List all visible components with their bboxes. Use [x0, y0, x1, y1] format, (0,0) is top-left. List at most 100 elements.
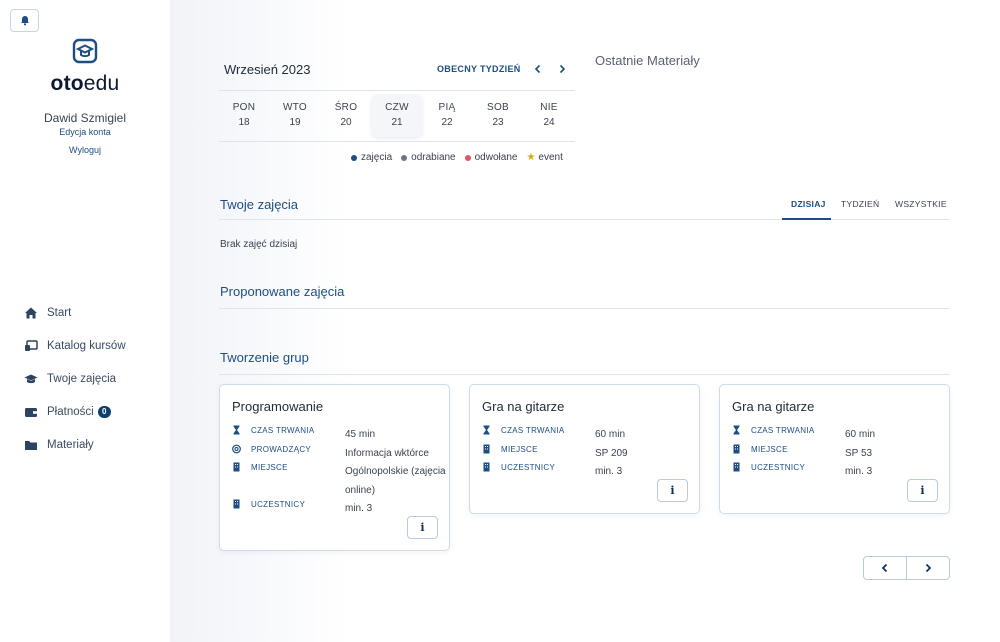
sidebar-nav: Start Katalog kursów Twoje zajęcia Płatn…	[24, 296, 126, 461]
next-week-button[interactable]	[555, 61, 569, 77]
sidebar-item-label: Katalog kursów	[47, 339, 126, 352]
day-date: 22	[441, 117, 453, 128]
legend-item: ★ event	[526, 152, 563, 163]
user-name: Dawid Szmigiel	[43, 111, 127, 125]
active-tab-indicator	[782, 218, 831, 220]
sidebar-item-label: Twoje zajęcia	[47, 372, 117, 385]
dot-icon	[401, 154, 408, 161]
sidebar-item-label: Materiały	[47, 438, 94, 451]
calendar-month-title: Wrzesień 2023	[224, 62, 311, 77]
info-button[interactable]: i	[657, 479, 688, 502]
building-icon	[233, 462, 240, 472]
bell-icon	[20, 16, 29, 26]
chevron-right-icon	[925, 563, 932, 573]
calendar-day-selected[interactable]: CZW 21	[372, 95, 422, 137]
create-groups-title: Tworzenie grup	[220, 350, 309, 365]
building-icon	[233, 499, 240, 509]
tab-week[interactable]: TYDZIEŃ	[841, 199, 880, 209]
dot-icon	[464, 154, 471, 161]
calendar-divider	[219, 90, 575, 91]
section-divider	[219, 219, 950, 220]
section-divider	[219, 374, 950, 375]
legend-item: odrabiane	[401, 152, 456, 163]
legend-item: odwołane	[464, 152, 517, 163]
day-name: CZW	[385, 102, 409, 113]
chevron-left-icon	[534, 64, 541, 74]
notifications-button[interactable]	[10, 9, 39, 32]
sidebar: otoedu Dawid Szmigiel Edycja konta Wylog…	[0, 0, 170, 642]
empty-classes-text: Brak zajęć dzisiaj	[220, 239, 298, 250]
previous-week-button[interactable]	[531, 61, 545, 77]
calendar-day[interactable]: PON 18	[219, 95, 269, 137]
day-date: 19	[289, 117, 301, 128]
sidebar-item-start[interactable]: Start	[24, 296, 126, 329]
wallet-icon	[25, 407, 37, 417]
calendar-day[interactable]: PIĄ 22	[422, 95, 472, 137]
recent-materials-title: Ostatnie Materiały	[595, 53, 700, 68]
your-classes-title: Twoje zajęcia	[220, 197, 299, 212]
calendar-day[interactable]: NIE 24	[524, 95, 574, 137]
building-icon	[733, 462, 740, 472]
legend-item: zajęcia	[351, 152, 392, 163]
day-date: 21	[391, 117, 403, 128]
sidebar-item-label: Start	[47, 306, 72, 319]
home-icon	[25, 307, 37, 318]
groups-pager	[863, 556, 950, 580]
star-icon: ★	[526, 152, 536, 163]
card-title: Gra na gitarze	[732, 399, 815, 414]
building-icon	[483, 462, 490, 472]
day-date: 18	[238, 117, 250, 128]
day-name: ŚRO	[334, 102, 358, 113]
hourglass-icon	[233, 425, 240, 435]
card-title: Gra na gitarze	[482, 399, 565, 414]
dot-icon	[351, 154, 357, 161]
card-title: Programowanie	[232, 399, 324, 414]
day-date: 20	[340, 117, 352, 128]
day-name: PON	[232, 102, 256, 113]
sidebar-item-your-classes[interactable]: Twoje zajęcia	[24, 362, 126, 395]
previous-page-button[interactable]	[864, 557, 907, 579]
hourglass-icon	[733, 425, 740, 435]
calendar-legend: zajęcia odrabiane odwołane ★ event	[351, 152, 572, 163]
building-icon	[483, 444, 490, 454]
group-card: Gra na gitarze CZAS TRWANIA 60 min MIEJS…	[719, 384, 950, 514]
sidebar-item-catalog[interactable]: Katalog kursów	[24, 329, 126, 362]
tab-all[interactable]: WSZYSTKIE	[895, 199, 947, 209]
logout-link[interactable]: Wyloguj	[69, 145, 101, 155]
graduation-cap-icon	[24, 374, 38, 383]
calendar-day[interactable]: SOB 23	[473, 95, 523, 137]
group-card: Programowanie CZAS TRWANIA 45 min PROWAD…	[219, 384, 450, 551]
tab-today[interactable]: DZISIAJ	[791, 199, 826, 209]
chevron-left-icon	[881, 563, 888, 573]
sidebar-item-payments[interactable]: Płatności 0	[24, 395, 126, 428]
info-button[interactable]: i	[407, 516, 438, 539]
calendar-day[interactable]: WTO 19	[270, 95, 320, 137]
section-divider	[219, 308, 950, 309]
next-page-button[interactable]	[907, 557, 949, 579]
catalog-icon	[25, 339, 38, 351]
folder-icon	[25, 440, 37, 450]
current-week-button[interactable]: OBECNY TYDZIEŃ	[437, 64, 521, 74]
building-icon	[733, 444, 740, 454]
at-icon	[232, 444, 241, 454]
day-name: PIĄ	[438, 102, 456, 113]
day-date: 23	[492, 117, 504, 128]
group-card: Gra na gitarze CZAS TRWANIA 60 min MIEJS…	[469, 384, 700, 514]
sidebar-item-label: Płatności	[47, 405, 94, 418]
logo[interactable]: otoedu	[0, 38, 170, 96]
logo-text: otoedu	[50, 72, 120, 95]
chevron-right-icon	[559, 64, 566, 74]
logo-icon	[72, 38, 98, 64]
proposed-classes-title: Proponowane zajęcia	[220, 284, 345, 299]
day-name: NIE	[540, 102, 558, 113]
calendar-day[interactable]: ŚRO 20	[321, 95, 371, 137]
calendar-divider	[219, 141, 575, 142]
info-button[interactable]: i	[907, 479, 938, 502]
day-name: WTO	[282, 102, 308, 113]
edit-account-link[interactable]: Edycja konta	[59, 127, 111, 137]
payments-badge: 0	[97, 405, 111, 418]
hourglass-icon	[483, 425, 490, 435]
day-name: SOB	[486, 102, 510, 113]
sidebar-item-materials[interactable]: Materiały	[24, 428, 126, 461]
day-date: 24	[543, 117, 555, 128]
